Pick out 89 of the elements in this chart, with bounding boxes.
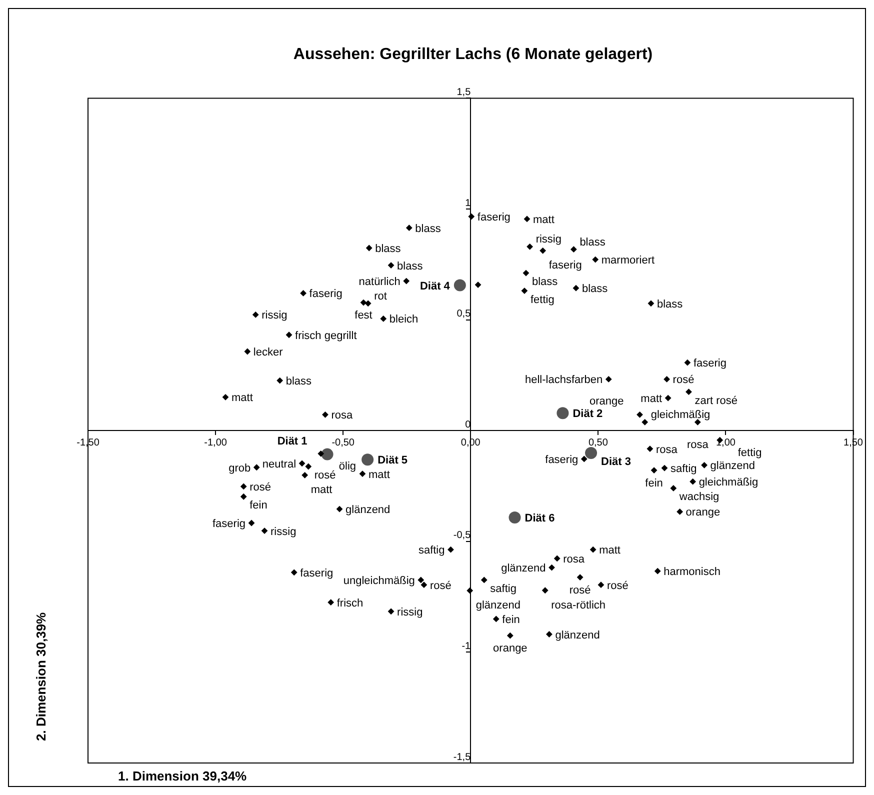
annotation: fettig (738, 447, 762, 460)
y-axis-title: 2. Dimension 30,39% (34, 612, 49, 741)
annotation: fettig (530, 294, 554, 306)
annotation: matt (231, 392, 253, 404)
annotation: frisch (336, 597, 364, 610)
annotation: glänzend (346, 504, 390, 516)
x-tick-label: -1,00 (204, 437, 228, 448)
chart-title: Aussehen: Gegrillter Lachs (6 Monate gelagert) (293, 46, 653, 64)
annotation: bleich (389, 314, 418, 326)
annotation: matt (640, 393, 662, 406)
annotation: glänzend (555, 629, 600, 642)
annotation: fein (502, 614, 520, 626)
annotation: Diät 4 (420, 280, 451, 292)
annotation: faserig (477, 212, 510, 224)
annotation: rosé (672, 374, 694, 386)
y-tick-label: -0,5 (453, 530, 472, 542)
annotation: matt (310, 484, 332, 496)
annotation: neutral (262, 458, 296, 470)
annotation: rosé (250, 481, 272, 494)
annotation: Diät 6 (524, 512, 555, 524)
annotation: faserig (693, 358, 726, 370)
annotation: blass (580, 236, 606, 248)
annotation: rosé (569, 584, 591, 596)
annotation: saftig (490, 582, 516, 595)
y-tick-label: -1 (462, 640, 472, 652)
annotation: matt (368, 468, 390, 481)
annotation: wachsig (678, 491, 720, 504)
annotation: orange (493, 642, 528, 655)
annotation: Diät 3 (601, 456, 632, 468)
annotation: rosa (563, 553, 586, 566)
annotation: glänzend (501, 562, 546, 575)
x-tick-label: 0,50 (588, 437, 608, 448)
annotation: matt (533, 214, 554, 226)
annotation: glänzend (476, 600, 521, 612)
annotation: faserig (212, 518, 246, 530)
annotation: saftig (418, 544, 445, 557)
annotation: blass (532, 276, 558, 288)
annotation: blass (286, 376, 312, 388)
annotation: faserig (300, 567, 334, 580)
annotation: rissig (262, 310, 288, 322)
annotation: ungleichmäßig (343, 574, 415, 587)
annotation: blass (656, 298, 684, 310)
annotation: orange (590, 396, 624, 408)
annotation: marmoriert (601, 254, 655, 267)
y-tick-label: 1 (465, 198, 472, 209)
annotation: matt (599, 544, 620, 557)
annotation: gleichmäßig (650, 409, 710, 422)
x-tick-label: -0,50 (332, 437, 355, 448)
annotation: Diät 5 (378, 454, 408, 467)
x-axis-title: 1. Dimension 39,34% (118, 768, 248, 784)
y-tick-label: 1,5 (456, 86, 472, 98)
annotation: faserig (309, 288, 342, 300)
annotation: rissig (536, 234, 562, 246)
annotation: fein (645, 477, 663, 490)
annotation: rosé (430, 580, 452, 592)
annotation: lecker (253, 346, 284, 359)
annotation: ölig (338, 460, 356, 473)
annotation: blass (397, 260, 424, 272)
annotation: natürlich (358, 276, 400, 288)
annotation: blass (375, 243, 402, 256)
annotation: rosa-rötlich (551, 599, 606, 612)
annotation: orange (686, 506, 720, 519)
y-tick-label: 0 (465, 419, 472, 430)
annotation: rosa (686, 439, 710, 452)
y-tick-label: 0,5 (456, 308, 472, 320)
annotation: rissig (270, 526, 296, 538)
annotation: rot (374, 290, 387, 302)
annotation: zart rosé (694, 394, 738, 407)
annotation: rosé (606, 580, 628, 592)
annotation: blass (415, 222, 442, 235)
annotation: gleichmäßig (698, 476, 758, 489)
annotation: saftig (670, 463, 697, 476)
annotation: faserig (548, 260, 582, 272)
annotation: grob (228, 462, 251, 474)
annotation: faserig (545, 454, 578, 466)
annotation: glänzend (710, 460, 755, 472)
annotation: Diät 2 (572, 408, 603, 420)
annotation: frisch gegrillt (295, 330, 357, 342)
y-tick-label: -1,5 (453, 752, 472, 763)
annotation: Diät 1 (277, 435, 308, 448)
annotation: harmonisch (664, 566, 720, 578)
annotation: rosa (656, 444, 678, 456)
annotation: rissig (397, 606, 423, 618)
annotation: rosa (331, 410, 354, 422)
annotation: fein (250, 500, 268, 512)
annotation: blass (582, 283, 608, 296)
annotation: hell-lachsfarben (524, 374, 603, 386)
annotation: fest (354, 310, 372, 322)
annotation: rosé (314, 470, 336, 482)
